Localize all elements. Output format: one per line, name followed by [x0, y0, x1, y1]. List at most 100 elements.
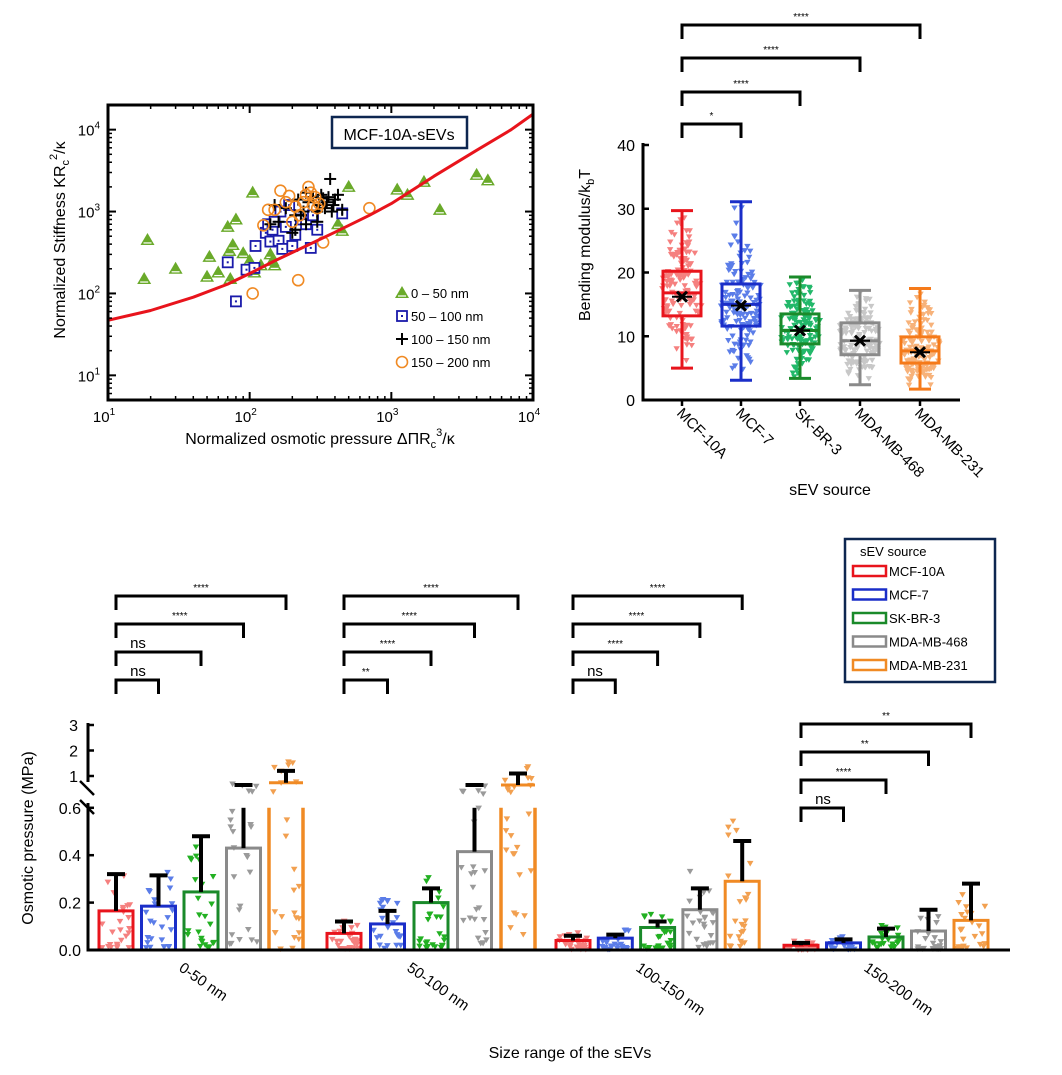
- bar-data-point: [245, 788, 253, 795]
- square-marker-dot: [401, 315, 403, 317]
- bar-data-point: [113, 945, 121, 951]
- box-data-point: [918, 338, 925, 345]
- scatter-point: [230, 295, 242, 308]
- bar-data-point: [424, 916, 432, 923]
- bar-data-point: [840, 943, 848, 949]
- legend-title: sEV source: [860, 544, 926, 559]
- box-data-point: [685, 272, 692, 278]
- bar-data-point: [693, 936, 700, 943]
- box-data-point: [800, 298, 807, 304]
- bar-data-point: [707, 940, 714, 947]
- box-data-point: [744, 290, 751, 296]
- box-data-point: [726, 305, 734, 311]
- box-data-point: [671, 281, 679, 288]
- box-data-point: [856, 333, 863, 340]
- box-data-point: [673, 346, 680, 352]
- box-data-point: [848, 358, 855, 365]
- bar-data-point: [122, 933, 130, 940]
- scatter-point: [432, 202, 447, 215]
- bar-data-point: [392, 928, 400, 935]
- bar-data-point: [353, 922, 361, 929]
- box-data-point: [800, 292, 808, 299]
- bar-mda-mb-468: [225, 781, 262, 952]
- box-data-point: [785, 334, 793, 340]
- box-data-point: [685, 234, 693, 240]
- significance-bracket: [571, 622, 702, 638]
- bar-data-point: [957, 945, 964, 952]
- significance-label: *: [710, 111, 714, 122]
- box-data-point: [921, 302, 928, 309]
- scatter-point: [312, 197, 326, 210]
- x-tick-label: 102: [235, 407, 258, 426]
- box-data-point: [683, 342, 691, 348]
- bar-data-point: [895, 937, 903, 944]
- bar-data-point: [440, 937, 448, 944]
- box-data-point: [906, 344, 914, 351]
- bar-data-point: [291, 935, 298, 941]
- significance-label: ****: [172, 611, 188, 622]
- box-data-point: [928, 322, 935, 329]
- box-data-point: [682, 257, 690, 264]
- bar-data-point: [686, 898, 693, 905]
- bar-data-point: [738, 929, 745, 936]
- bar-data-point: [151, 897, 158, 903]
- box-data-point: [733, 293, 740, 299]
- bar-y-tick-label: 0.0: [59, 943, 81, 960]
- bar-data-point: [376, 900, 384, 907]
- bar-y-tick-label: 1: [69, 769, 78, 786]
- box-data-point: [676, 310, 683, 317]
- bar-data-point: [962, 904, 970, 910]
- box-data-point: [789, 370, 797, 376]
- significance-label: **: [882, 711, 890, 722]
- scatter-point: [200, 269, 215, 282]
- box-data-point: [925, 344, 932, 350]
- bar-data-point: [503, 816, 511, 822]
- triangle-marker: [236, 246, 251, 259]
- bar-data-point: [295, 930, 303, 936]
- bar-data-point: [246, 869, 254, 876]
- bar-data-point: [252, 783, 260, 790]
- bar-data-point: [876, 941, 883, 947]
- box-data-point: [909, 323, 917, 329]
- bar-data-point: [567, 942, 574, 948]
- box-data-point: [693, 302, 700, 309]
- scatter-point: [304, 186, 318, 199]
- bar-data-point: [512, 912, 520, 918]
- box-data-point: [749, 330, 757, 336]
- bar-data-point: [289, 760, 296, 767]
- bar-data-point: [645, 945, 653, 951]
- box-data-point: [744, 259, 751, 266]
- significance-bracket: [114, 622, 245, 638]
- bar-data-point: [507, 789, 515, 796]
- axis-break-mark: [79, 799, 95, 815]
- bar-data-point: [933, 920, 940, 926]
- bar-data-point: [735, 934, 743, 940]
- box-data-point: [803, 301, 810, 308]
- bar-data-point: [98, 921, 106, 928]
- bar-data-point: [158, 937, 166, 944]
- box-mda-mb-468: [836, 288, 883, 387]
- significance-bracket: [342, 622, 476, 638]
- bar-data-point: [209, 873, 217, 880]
- box-data-point: [745, 271, 752, 278]
- significance-bracket: [114, 678, 160, 694]
- box-data-point: [808, 336, 815, 343]
- box-data-point: [732, 269, 739, 275]
- bar-data-point: [393, 915, 401, 921]
- bar-data-point: [337, 938, 345, 945]
- bar-data-point: [192, 877, 199, 883]
- box-data-point: [693, 278, 700, 285]
- bar-ylabel: Osmotic pressure (MPa): [20, 751, 37, 924]
- bar-data-point: [160, 944, 168, 950]
- bar-data-point: [709, 920, 717, 926]
- box-data-point: [783, 350, 791, 356]
- bar-data-point: [641, 914, 648, 921]
- bar-data-point: [847, 945, 855, 952]
- bar-data-point: [125, 915, 132, 921]
- bar-mcf-10a: [325, 918, 363, 952]
- box-data-point: [749, 285, 757, 291]
- square-marker-dot: [264, 231, 267, 234]
- bar-data-point: [663, 929, 670, 935]
- bar-data-point: [739, 940, 746, 947]
- box-data-point: [683, 332, 690, 338]
